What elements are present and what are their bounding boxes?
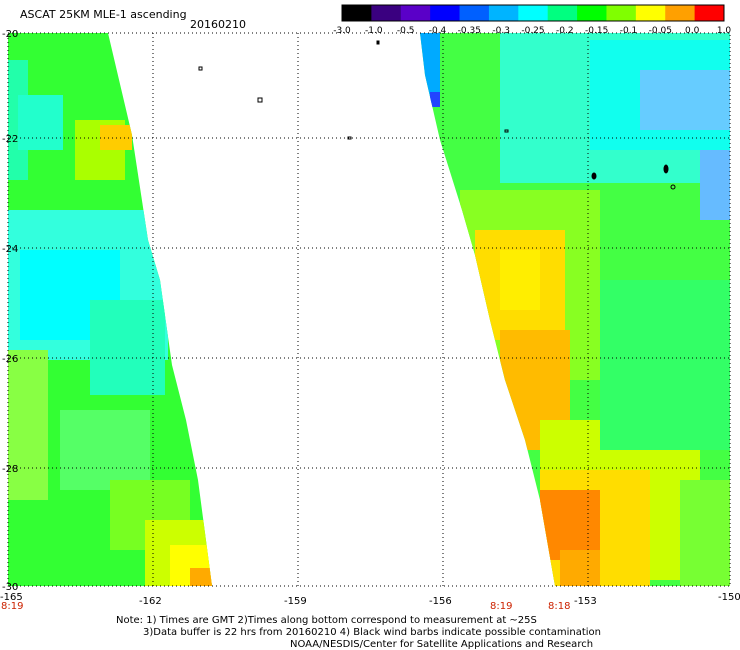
- lat-tick-label: -22: [2, 134, 18, 145]
- colorbar-segment: [342, 5, 372, 21]
- colorbar-label: -1.0: [365, 26, 383, 36]
- colorbar-label: -0.25: [521, 26, 544, 36]
- colorbar-label: 0.0: [685, 26, 700, 36]
- colorbar-label: -0.35: [458, 26, 481, 36]
- lat-tick-label: -26: [2, 354, 18, 365]
- footnote-line-2: 3)Data buffer is 22 hrs from 20160210 4)…: [143, 627, 601, 638]
- lat-tick-label: -20: [2, 29, 18, 40]
- lon-tick-label: -165: [0, 592, 23, 603]
- colorbar-label: 1.0: [717, 26, 732, 36]
- plot-frame: [7, 32, 731, 587]
- colorbar-segment: [430, 5, 461, 21]
- lon-tick-label: -162: [139, 596, 162, 607]
- colorbar: -3.0 -1.0 -0.5 -0.4 -0.35 -0.3 -0.25 -0.2 -0.15 -…: [333, 4, 732, 36]
- colorbar-segment: [371, 5, 402, 21]
- colorbar-label: -0.2: [556, 26, 574, 36]
- lon-tick-label: -153: [574, 596, 597, 607]
- colorbar-segment: [635, 5, 666, 21]
- colorbar-label: -0.15: [585, 26, 608, 36]
- colorbar-segment: [547, 5, 578, 21]
- gridlines: [8, 33, 730, 586]
- colorbar-segment: [459, 5, 490, 21]
- colorbar-segment: [694, 5, 725, 21]
- lon-tick-label: -159: [284, 596, 307, 607]
- colorbar-label: -0.3: [492, 26, 510, 36]
- colorbar-segment: [400, 5, 431, 21]
- lon-tick-label: -156: [429, 596, 452, 607]
- colorbar-segment: [518, 5, 549, 21]
- colorbar-label: -3.0: [333, 26, 351, 36]
- colorbar-label: -0.1: [620, 26, 638, 36]
- colorbar-label: -0.4: [429, 26, 447, 36]
- time-label: 8:19: [1, 601, 23, 612]
- map-date: 20160210: [190, 18, 246, 31]
- lat-tick-label: -28: [2, 464, 18, 475]
- map-title: ASCAT 25KM MLE-1 ascending: [20, 8, 187, 21]
- colorbar-segment: [606, 5, 637, 21]
- lat-tick-label: -30: [2, 582, 18, 593]
- lat-tick-label: -24: [2, 244, 18, 255]
- colorbar-segment: [665, 5, 696, 21]
- left-swath: [8, 33, 212, 586]
- footnote-line-3: NOAA/NESDIS/Center for Satellite Applica…: [290, 639, 594, 650]
- time-label: 8:18: [548, 601, 570, 612]
- colorbar-segment: [577, 5, 607, 21]
- colorbar-label: -0.05: [649, 26, 672, 36]
- colorbar-label: -0.5: [397, 26, 415, 36]
- lon-tick-label: -150: [718, 592, 740, 603]
- footnote-line-1: Note: 1) Times are GMT 2)Times along bot…: [116, 615, 537, 626]
- time-label: 8:19: [490, 601, 512, 612]
- islands: [198, 40, 676, 190]
- colorbar-segment: [488, 5, 519, 21]
